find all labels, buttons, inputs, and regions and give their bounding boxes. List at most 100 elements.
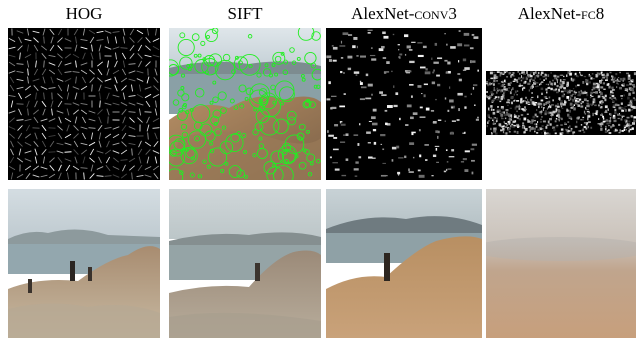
- fc8-activation: [612, 104, 615, 106]
- fc8-activation: [494, 117, 496, 119]
- hog-cell-glyph: [112, 150, 120, 154]
- column-title-conv3: AlexNet-conv3: [326, 4, 482, 24]
- sift-keypoint-circle: [212, 109, 222, 119]
- fc8-activation: [554, 111, 557, 113]
- hog-cell-glyph: [129, 165, 135, 171]
- fc8-activation: [540, 128, 542, 131]
- sift-keypoint-circle: [274, 55, 282, 63]
- conv3-activation: [345, 158, 349, 161]
- conv3-activation: [462, 158, 467, 161]
- sift-keypoint-circle: [300, 73, 305, 78]
- hog-cell-glyph: [41, 124, 47, 132]
- fc8-activation: [505, 132, 508, 135]
- hog-cell-glyph: [122, 92, 126, 100]
- fc8-activation: [493, 89, 496, 92]
- conv3-activation: [383, 71, 390, 73]
- fc8-activation: [627, 124, 631, 127]
- hog-cell-glyph: [57, 132, 63, 140]
- fc8-activation: [601, 103, 603, 105]
- hog-cell-glyph: [144, 166, 152, 170]
- fc8-activation: [545, 88, 548, 91]
- hog-cell-glyph: [98, 84, 102, 92]
- fc8-activation: [562, 79, 566, 81]
- conv3-activation: [409, 142, 415, 145]
- fc8-activation: [525, 101, 528, 105]
- conv3-activation: [384, 109, 388, 112]
- hog-cell-glyph: [106, 92, 110, 100]
- fc8-activation: [547, 111, 551, 115]
- hog-cell-glyph: [89, 36, 95, 44]
- conv3-activation: [407, 70, 412, 73]
- hog-cell-glyph: [27, 108, 29, 116]
- hog-cell-glyph: [155, 28, 157, 36]
- conv3-activation: [399, 117, 401, 121]
- sift-keypoint-circle: [311, 68, 321, 81]
- fc8-activation: [509, 84, 511, 86]
- fc8-activation: [588, 75, 592, 77]
- fc8-activation: [614, 76, 616, 79]
- fc8-activation: [552, 110, 556, 114]
- fc8-activation: [527, 82, 531, 85]
- fc8-activation: [537, 128, 540, 131]
- conv3-activation: [434, 145, 440, 147]
- hog-cell-glyph: [152, 54, 160, 58]
- hog-cell-glyph: [41, 100, 47, 108]
- fc8-activation: [503, 97, 505, 100]
- hog-cell-glyph: [152, 127, 160, 129]
- fc8-activation: [536, 115, 539, 118]
- fc8-activation: [533, 123, 536, 125]
- fc8-activation: [613, 119, 617, 123]
- fc8-activation: [553, 88, 557, 92]
- sift-keypoint-circle: [258, 88, 268, 97]
- fc8-activation: [632, 97, 635, 99]
- sift-keypoint-circle: [306, 153, 316, 163]
- fc8-activation: [596, 75, 598, 78]
- conv3-activation: [417, 42, 423, 44]
- fc8-activation: [560, 82, 564, 86]
- conv3-activation: [446, 43, 448, 46]
- fc8-activation: [512, 87, 514, 90]
- sift-keypoint-circle: [217, 91, 227, 101]
- hog-cell-glyph: [32, 30, 40, 34]
- fc8-activation: [504, 122, 508, 125]
- hog-cell-glyph: [131, 84, 133, 92]
- sift-keypoint-circle: [298, 123, 306, 131]
- sift-keypoint-circle: [316, 84, 321, 89]
- fc8-activation: [522, 87, 524, 91]
- conv3-activation: [463, 32, 470, 36]
- fc8-activation: [559, 132, 563, 135]
- fc8-activation: [503, 121, 505, 123]
- fc8-activation: [566, 132, 570, 134]
- fc8-activation: [524, 106, 526, 109]
- fc8-activation: [493, 76, 497, 79]
- fc8-activation: [501, 89, 504, 92]
- hog-cell-glyph: [128, 142, 136, 146]
- sift-keypoint-circle: [181, 104, 187, 110]
- fc8-activation: [616, 86, 618, 88]
- fc8-activation: [630, 102, 633, 106]
- conv3-activation: [462, 58, 467, 62]
- fc8-activation: [504, 117, 507, 120]
- hog-cell-glyph: [56, 110, 64, 114]
- hog-cell-glyph: [152, 38, 160, 42]
- fc8-activation: [570, 117, 573, 120]
- fc8-activation: [572, 93, 574, 95]
- fc8-activation: [583, 92, 587, 94]
- fc8-activation: [594, 104, 597, 107]
- conv3-activation: [385, 122, 388, 126]
- sift-keypoint-circle: [307, 172, 313, 177]
- hog-cell-glyph: [33, 109, 39, 115]
- fc8-activation: [584, 113, 587, 115]
- conv3-activation: [372, 128, 377, 132]
- fc8-activation: [518, 85, 520, 87]
- hog-cell-glyph: [80, 109, 88, 115]
- fc8-activation: [539, 102, 542, 105]
- fc8-activation: [599, 81, 602, 84]
- hog-cell-glyph: [8, 110, 16, 114]
- hog-cell-glyph: [128, 78, 136, 82]
- fc8-activation: [555, 118, 558, 120]
- sift-keypoint-circle: [263, 161, 277, 175]
- conv3-activation: [434, 42, 438, 46]
- fc8-activation: [576, 116, 578, 120]
- hog-cell-glyph: [112, 166, 120, 170]
